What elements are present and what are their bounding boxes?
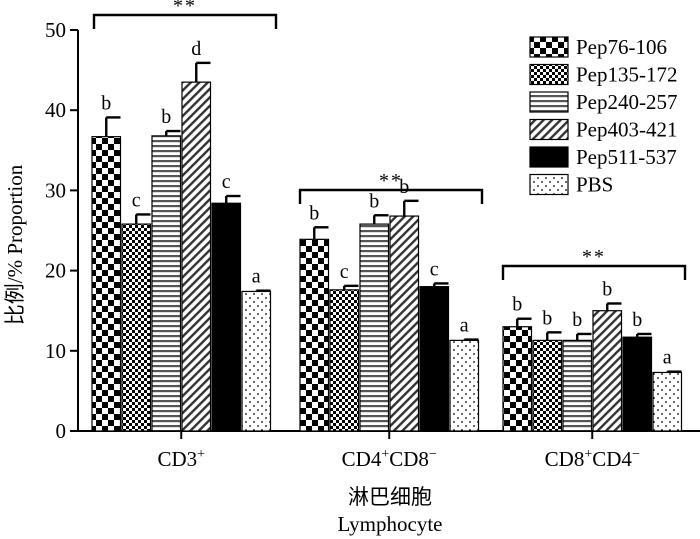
category-base: CD4 (592, 447, 632, 471)
y-tick-label: 10 (45, 339, 66, 363)
category-superscript: − (632, 447, 640, 462)
bar (211, 202, 242, 432)
legend-label: Pep135-172 (576, 63, 678, 87)
legend-swatch (529, 91, 569, 113)
bar (359, 223, 390, 432)
bar (532, 339, 563, 432)
category-superscript: + (197, 447, 205, 462)
y-tick-label: 20 (45, 259, 66, 283)
significance-letter: b (512, 294, 522, 316)
y-axis-title: 比例/% Proportion (3, 164, 27, 325)
x-axis-title-en: Lymphocyte (338, 512, 443, 536)
category-superscript: − (429, 447, 437, 462)
bar (389, 215, 420, 432)
significance-bracket (92, 13, 278, 29)
legend-label: Pep240-257 (576, 90, 678, 114)
bar (502, 326, 533, 432)
bars (91, 81, 683, 432)
significance-letter: b (542, 307, 552, 329)
legend: Pep76-106 Pep135-172 Pep240-257 Pep403-421 P… (529, 35, 678, 197)
category-superscript: + (381, 447, 389, 462)
bar (151, 135, 182, 432)
significance-letter: a (663, 347, 672, 369)
significance-letter: c (430, 258, 439, 280)
bar (181, 81, 212, 432)
y-tick-label: 50 (45, 18, 66, 42)
bar (299, 238, 330, 432)
bar (91, 136, 122, 432)
significance-letter: c (340, 261, 349, 283)
significance-letter: c (222, 171, 231, 193)
significance-letter: b (632, 309, 642, 331)
category-label: CD8+CD4− (545, 447, 640, 471)
bar (121, 223, 152, 432)
significance-letter: b (572, 309, 582, 331)
category-base: CD8 (389, 447, 429, 471)
significance-letter: c (132, 189, 141, 211)
category-superscript: + (584, 447, 592, 462)
bar (329, 289, 360, 432)
category-base: CD3 (157, 447, 197, 471)
significance-marker: ** (582, 246, 606, 268)
category-base: CD8 (545, 447, 585, 471)
category-label: CD3+ (157, 447, 205, 471)
error-bars (105, 61, 682, 373)
category-labels: CD3+ CD4+CD8− CD8+CD4− (157, 431, 640, 471)
significance-letter: b (101, 92, 111, 114)
significance-letter: b (161, 106, 171, 128)
significance-letter: b (309, 202, 319, 224)
bar (592, 310, 623, 432)
bar (622, 336, 653, 432)
bar (241, 290, 272, 432)
significance-letter: b (399, 176, 409, 198)
significance-letter: d (191, 38, 201, 60)
bar (652, 371, 683, 432)
significance-marker: ** (379, 170, 403, 192)
legend-label: Pep403-421 (576, 118, 678, 142)
significance-marker: ** (173, 0, 197, 17)
bar (449, 339, 480, 432)
category-label: CD4+CD8− (342, 447, 437, 471)
category-base: CD4 (342, 447, 382, 471)
significance-letter: a (252, 266, 261, 288)
y-tick-label: 40 (45, 98, 66, 122)
legend-label: Pep76-106 (576, 35, 667, 59)
significance-bracket (298, 188, 484, 204)
y-ticks: 0 10 20 30 40 50 (45, 18, 78, 443)
bar (419, 286, 450, 432)
legend-swatch (529, 118, 569, 141)
significance-bracket (501, 264, 687, 280)
legend-label: PBS (576, 173, 613, 197)
legend-swatch (529, 173, 569, 196)
significance-letter: a (460, 315, 469, 337)
legend-swatch (529, 146, 569, 168)
legend-swatch (529, 36, 569, 58)
legend-label: Pep511-537 (576, 145, 677, 169)
x-axis-title-cn: 淋巴细胞 (348, 485, 432, 509)
y-tick-label: 30 (45, 178, 66, 202)
significance-letter: b (369, 190, 379, 212)
legend-swatch (529, 63, 569, 86)
significance-letter: b (602, 278, 612, 300)
y-tick-label: 0 (56, 419, 67, 443)
bar (562, 339, 593, 432)
significance-brackets: ** ** ** (92, 0, 687, 280)
